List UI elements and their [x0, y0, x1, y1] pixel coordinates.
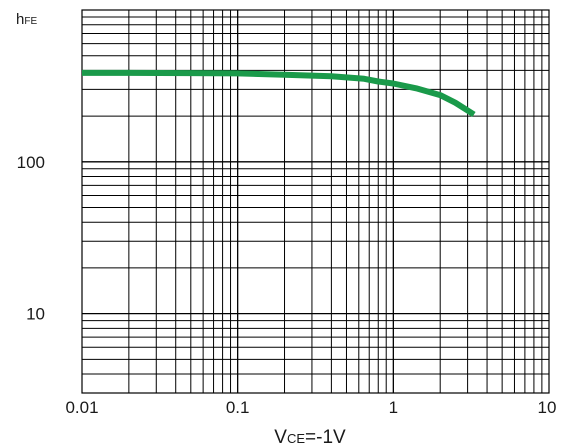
x-tick-label: 0.01 [65, 398, 98, 417]
y-axis-label: hFE [16, 11, 37, 28]
x-tick-label: 1 [389, 398, 398, 417]
x-axis-label-sub: CE [287, 431, 305, 446]
plot-frame [81, 9, 550, 394]
series-group [82, 69, 476, 118]
chart-grid [82, 10, 549, 393]
y-axis-label-sub: FE [24, 16, 37, 27]
y-tick-label: 100 [17, 153, 45, 172]
hfe-curve-0 [82, 69, 476, 118]
y-tick-label: 10 [26, 305, 45, 324]
x-axis-label: VCE=-1V [274, 427, 346, 447]
y-axis-label-main: h [16, 11, 24, 28]
x-axis-label-rest: =-1V [305, 427, 346, 447]
y-tick-labels: 10 100 [17, 153, 45, 324]
x-axis-label-main: V [274, 427, 287, 447]
x-tick-labels: 0.01 0.1 1 10 [65, 398, 556, 417]
x-tick-label: 0.1 [226, 398, 250, 417]
x-tick-label: 10 [538, 398, 557, 417]
